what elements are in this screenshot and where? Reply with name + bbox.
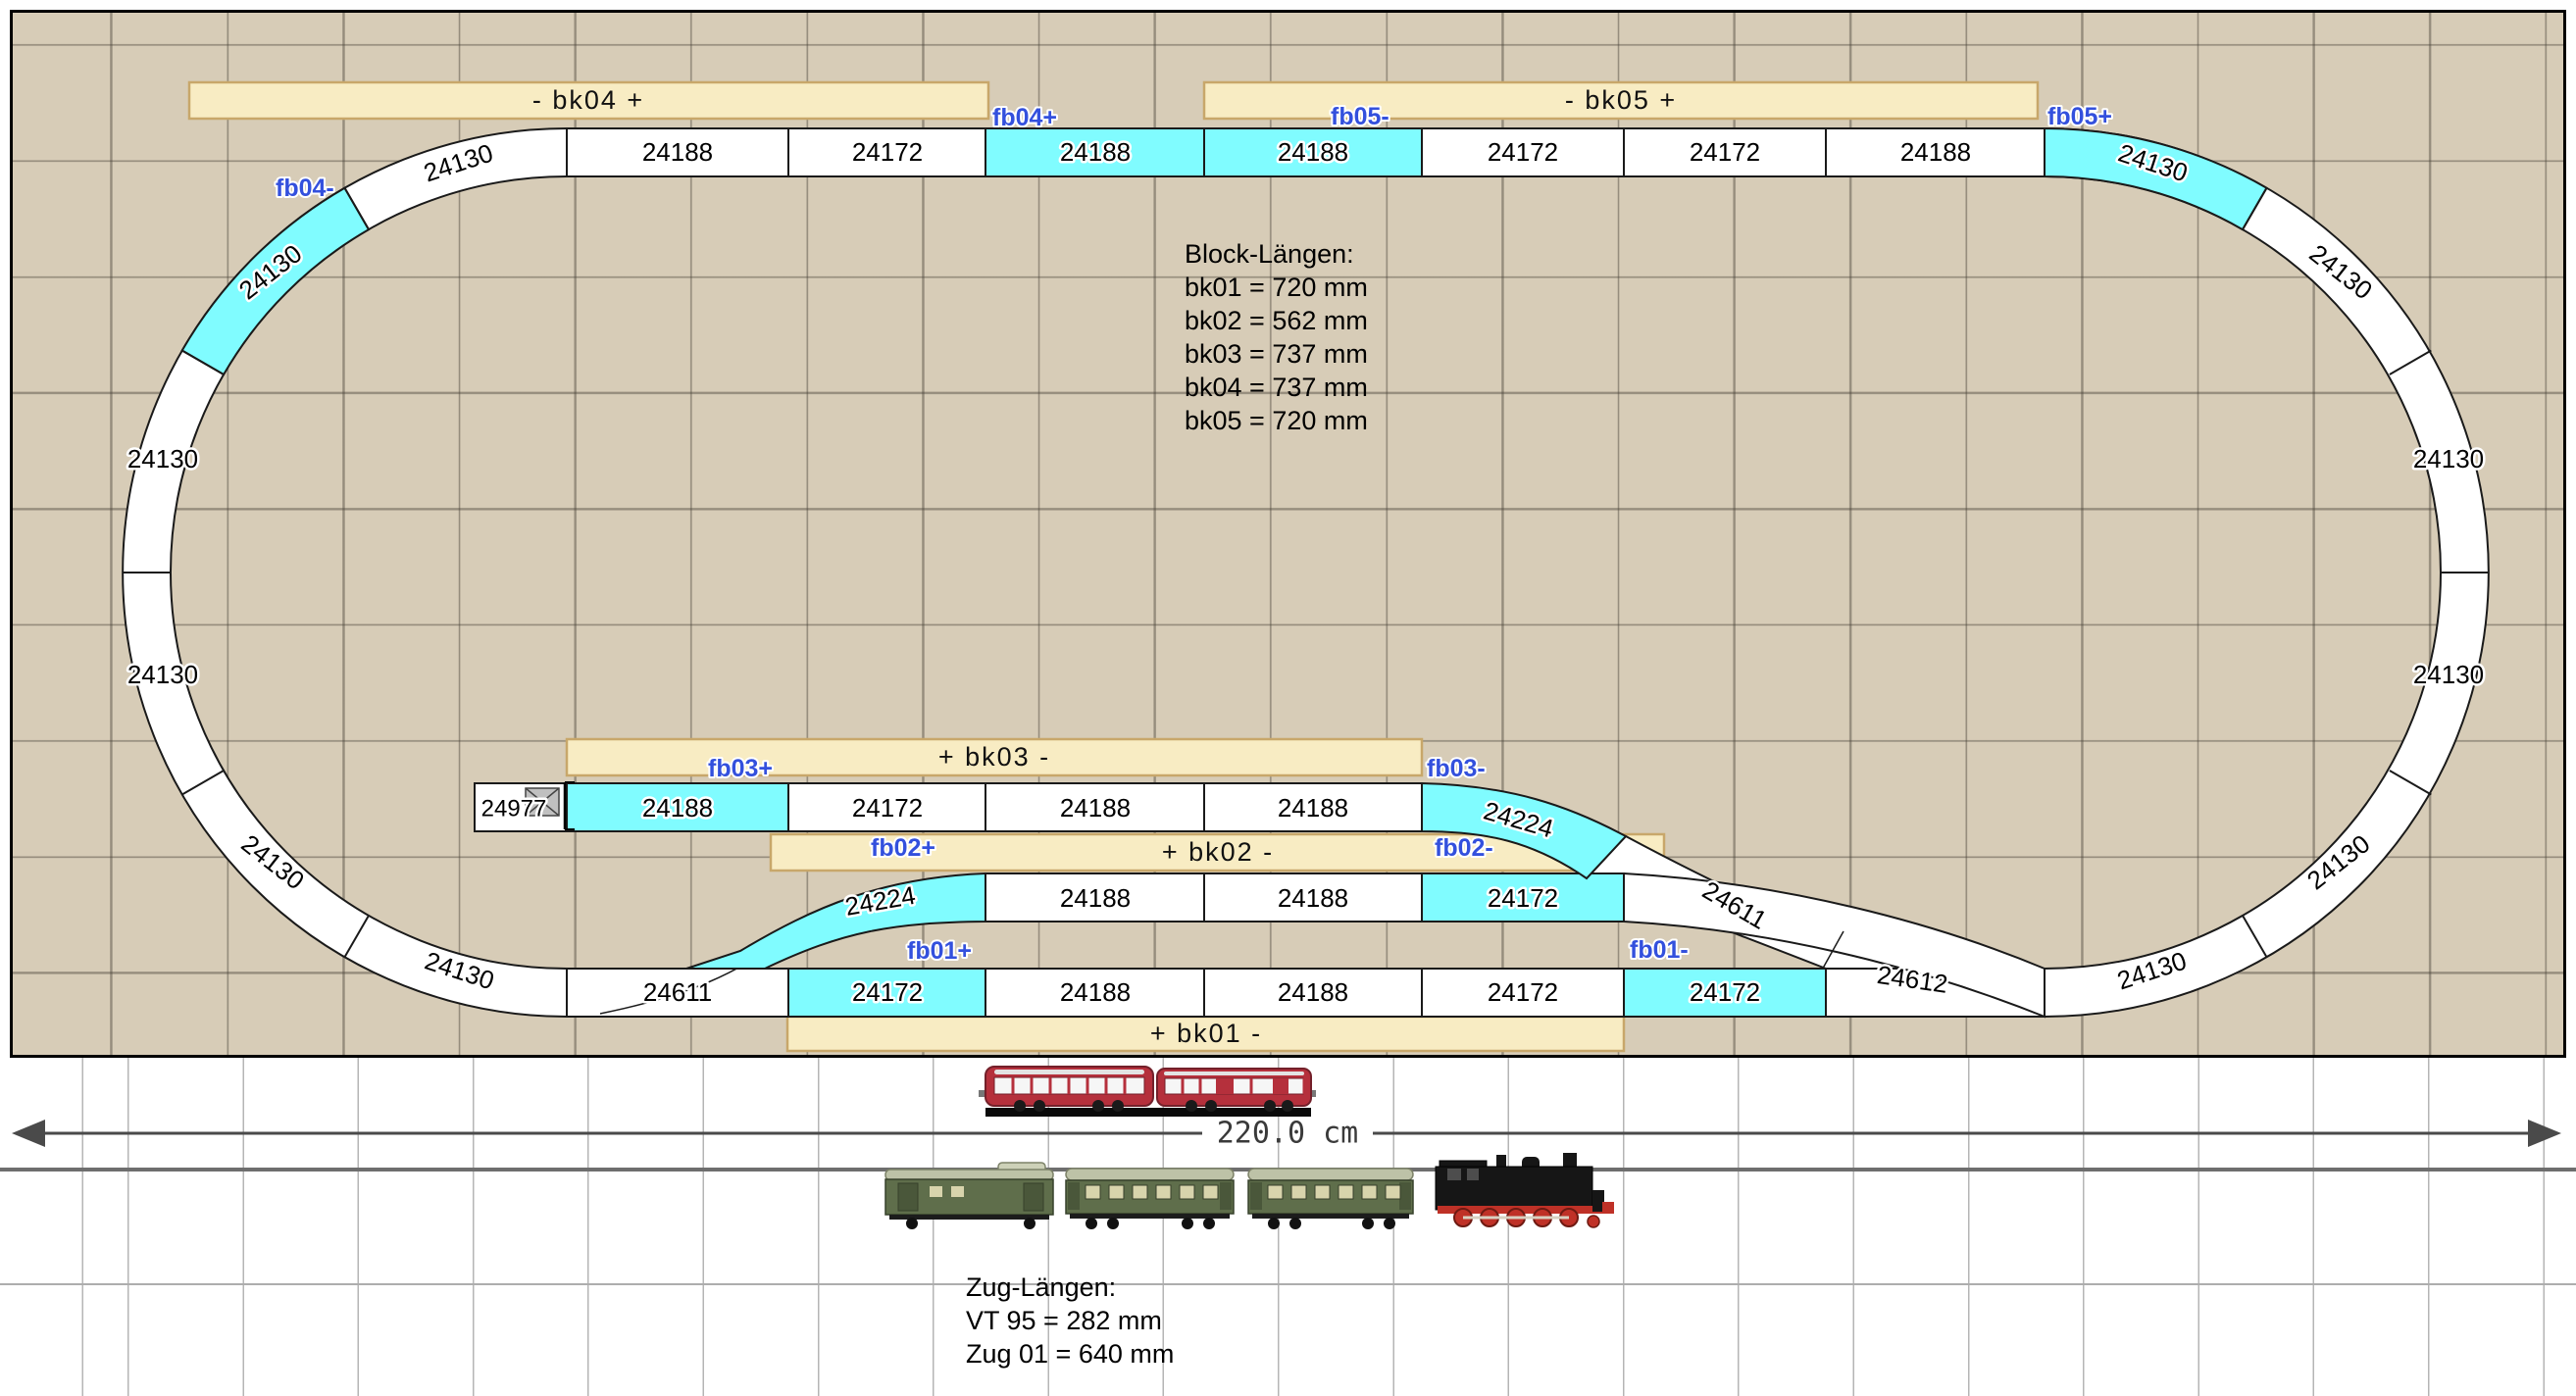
track-piece-label: 24172	[1690, 137, 1760, 167]
feedback-label-fb03-plus: fb03+	[708, 755, 773, 782]
turnout-divider	[1819, 930, 1844, 974]
train-vt95-railbus-image	[979, 1066, 1316, 1117]
arrow-left-icon	[12, 1120, 45, 1147]
track-piece-label: 24188	[642, 137, 713, 167]
track-piece-label: 24188	[1278, 793, 1348, 823]
dimension-line: 220.0 cm	[12, 1117, 2561, 1151]
track-piece-label: 24188	[1060, 883, 1131, 913]
feedback-labels: fb04+ fb04- fb05- fb05+ fb03+ fb03- fb02…	[274, 101, 2114, 967]
steam-locomotive	[1435, 1153, 1614, 1228]
note-line: VT 95 = 282 mm	[966, 1306, 1162, 1335]
feedback-curve-24224-left[interactable]	[685, 872, 986, 970]
track-piece-label: 24188	[1278, 137, 1348, 167]
track-piece-label: 24172	[1488, 883, 1558, 913]
track-piece-label: 24172	[1690, 977, 1760, 1007]
track-piece-label: 24130	[127, 660, 198, 689]
track-piece-label: 24188	[1900, 137, 1971, 167]
feedback-label-fb02-minus: fb02-	[1435, 834, 1493, 862]
track-piece-label: 24188	[1060, 137, 1131, 167]
feedback-label-fb01-minus: fb01-	[1630, 936, 1689, 964]
train-zug01-image	[884, 1153, 1614, 1229]
track-piece-label: 24130	[127, 444, 198, 474]
buffer-stop-icon	[525, 781, 575, 830]
feedback-section-fb01-minus[interactable]	[1623, 968, 1827, 1018]
arrow-right-icon	[2528, 1120, 2561, 1147]
track-piece-label: 24188	[642, 793, 713, 823]
feedback-label-fb04-plus: fb04+	[992, 104, 1057, 131]
feedback-curve-24224-right[interactable]	[1421, 781, 1628, 880]
block-label-bk05: - bk05 +	[1565, 85, 1677, 115]
track-piece-label: 24130	[2413, 660, 2484, 689]
block-bar-bk03[interactable]	[565, 737, 1424, 777]
track-piece-label: 24172	[852, 793, 923, 823]
feedback-label-fb01-plus: fb01+	[907, 937, 972, 965]
feedback-label-fb05-minus: fb05-	[1331, 103, 1389, 130]
feedback-label-fb03-minus: fb03-	[1427, 755, 1486, 782]
track-piece-label: 24188	[1278, 977, 1348, 1007]
train-lengths-note: Zug-Längen: VT 95 = 282 mm Zug 01 = 640 …	[966, 1272, 1174, 1369]
block-label-bk04: - bk04 +	[532, 85, 644, 115]
block-label-bk03: + bk03 -	[938, 742, 1050, 772]
dimension-value: 220.0 cm	[1217, 1117, 1359, 1151]
turnout-24612-branch[interactable]	[1623, 872, 2046, 1019]
segment-dividers	[123, 128, 2489, 1017]
feedback-section-fb01-plus[interactable]	[787, 968, 986, 1018]
note-line: Zug-Längen:	[966, 1272, 1116, 1302]
feedback-section-fb02-minus[interactable]	[1421, 872, 1625, 922]
note-line: Zug 01 = 640 mm	[966, 1339, 1174, 1369]
note-line: bk03 = 737 mm	[1185, 339, 1368, 369]
track-piece-label: 24172	[1488, 137, 1558, 167]
feedback-label-fb04-minus: fb04-	[276, 174, 334, 202]
track-piece-label: 24130	[2413, 444, 2484, 474]
feedback-label-fb02-plus: fb02+	[871, 834, 935, 862]
note-line: bk04 = 737 mm	[1185, 373, 1368, 402]
track-piece-label: 24188	[1278, 883, 1348, 913]
block-bar-bk04[interactable]	[187, 80, 990, 121]
feedback-label-fb05-plus: fb05+	[2047, 103, 2112, 130]
track-piece-label: 24188	[1060, 793, 1131, 823]
note-line: bk02 = 562 mm	[1185, 306, 1368, 335]
track-piece-label: 24172	[852, 977, 923, 1007]
block-lengths-note: Block-Längen: bk01 = 720 mm bk02 = 562 m…	[1185, 239, 1368, 435]
block-bar-bk01[interactable]	[785, 1015, 1626, 1053]
track-piece-label: 24188	[1060, 977, 1131, 1007]
note-line: bk01 = 720 mm	[1185, 273, 1368, 302]
block-label-bk02: + bk02 -	[1162, 837, 1274, 867]
measure-gridline	[0, 1283, 2576, 1285]
track-piece-label: 24611	[643, 977, 712, 1007]
note-line: Block-Längen:	[1185, 239, 1354, 269]
track-piece-label: 24172	[1488, 977, 1558, 1007]
track-piece-label: 24172	[852, 137, 923, 167]
track-piece-label: 24977	[481, 795, 547, 822]
block-bars: - bk04 + - bk05 + + bk03 - + bk02 - + bk…	[187, 80, 2040, 1053]
block-bar-bk05[interactable]	[1202, 80, 2040, 121]
note-line: bk05 = 720 mm	[1185, 406, 1368, 435]
block-label-bk01: + bk01 -	[1150, 1019, 1262, 1048]
